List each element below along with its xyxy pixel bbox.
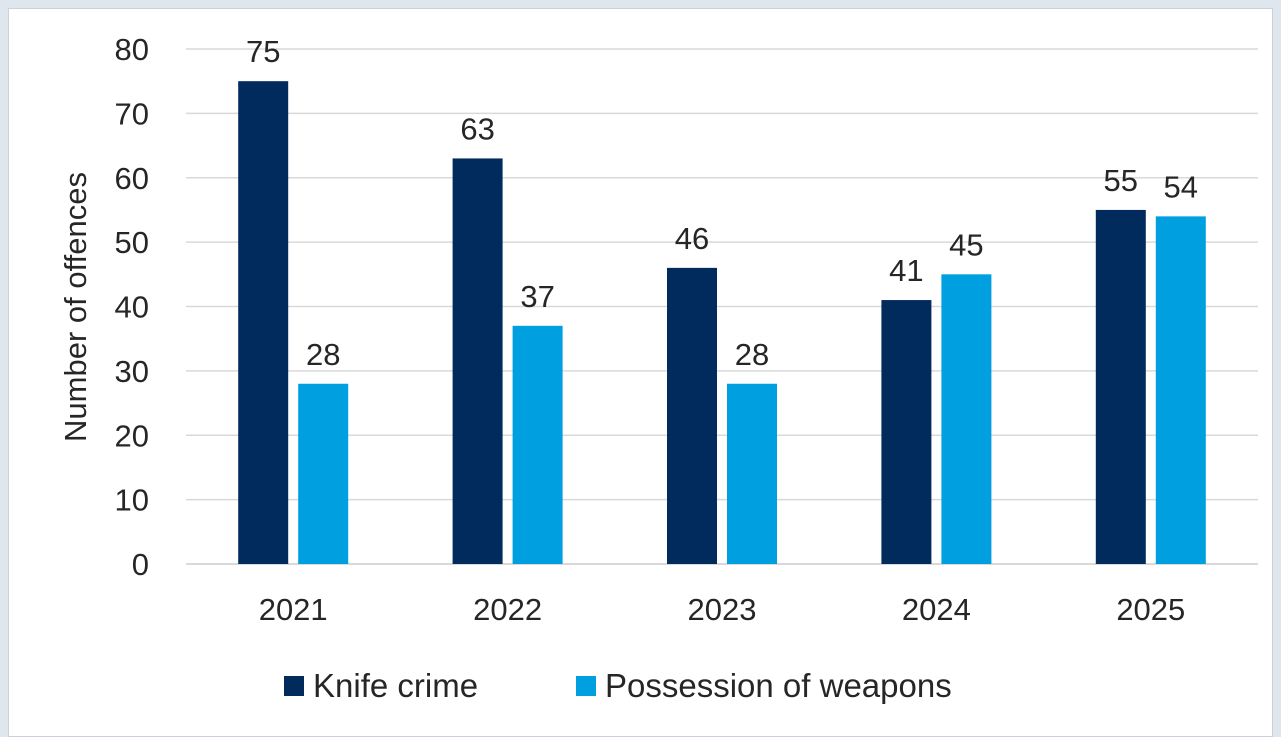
data-label: 28 (306, 337, 340, 372)
y-tick-label: 20 (115, 418, 149, 453)
bar-possession-of-weapons-2025 (1155, 216, 1206, 564)
x-tick-label: 2021 (259, 592, 328, 627)
x-tick-label: 2023 (688, 592, 757, 627)
legend-swatch-knife-crime (284, 676, 304, 696)
y-tick-label: 80 (115, 32, 149, 67)
x-tick-label: 2024 (902, 592, 971, 627)
y-axis-title: Number of offences (58, 172, 93, 442)
bar-possession-of-weapons-2024 (941, 274, 992, 564)
bar-knife-crime-2022 (452, 158, 503, 564)
data-label: 54 (1164, 169, 1198, 204)
legend-swatch-possession-of-weapons (576, 676, 596, 696)
data-label: 45 (949, 227, 983, 262)
chart-frame (8, 8, 1273, 737)
y-axis-ticks: 0 10 20 30 40 50 60 70 80 (115, 32, 149, 582)
x-tick-label: 2025 (1116, 592, 1185, 627)
bar-knife-crime-2021 (238, 81, 289, 564)
bar-knife-crime-2023 (667, 267, 717, 564)
data-label: 75 (246, 34, 280, 69)
x-tick-label: 2022 (473, 592, 542, 627)
y-tick-label: 60 (115, 161, 149, 196)
data-label: 55 (1104, 163, 1138, 198)
bar-possession-of-weapons-2021 (298, 383, 349, 564)
y-tick-label: 0 (132, 547, 149, 582)
bar-knife-crime-2024 (881, 300, 932, 564)
legend-label-possession-of-weapons: Possession of weapons (605, 667, 952, 704)
data-label: 46 (675, 221, 709, 256)
data-label: 28 (735, 337, 769, 372)
legend-label-knife-crime: Knife crime (313, 667, 478, 704)
gridlines (186, 48, 1258, 565)
bar-possession-of-weapons-2022 (512, 325, 563, 564)
y-tick-label: 10 (115, 483, 149, 518)
bar-knife-crime-2025 (1095, 209, 1146, 564)
data-label: 41 (889, 253, 923, 288)
y-tick-label: 70 (115, 96, 149, 131)
data-label: 37 (520, 279, 554, 314)
y-tick-label: 40 (115, 290, 149, 325)
legend: Knife crime Possession of weapons (284, 667, 952, 704)
bar-possession-of-weapons-2023 (727, 383, 777, 564)
y-tick-label: 30 (115, 354, 149, 389)
bars (238, 81, 1206, 564)
data-labels: 75 28 63 37 46 28 41 45 55 54 (246, 34, 1198, 372)
data-label: 63 (460, 111, 494, 146)
x-axis-ticks: 2021 2022 2023 2024 2025 (259, 592, 1186, 627)
y-tick-label: 50 (115, 225, 149, 260)
